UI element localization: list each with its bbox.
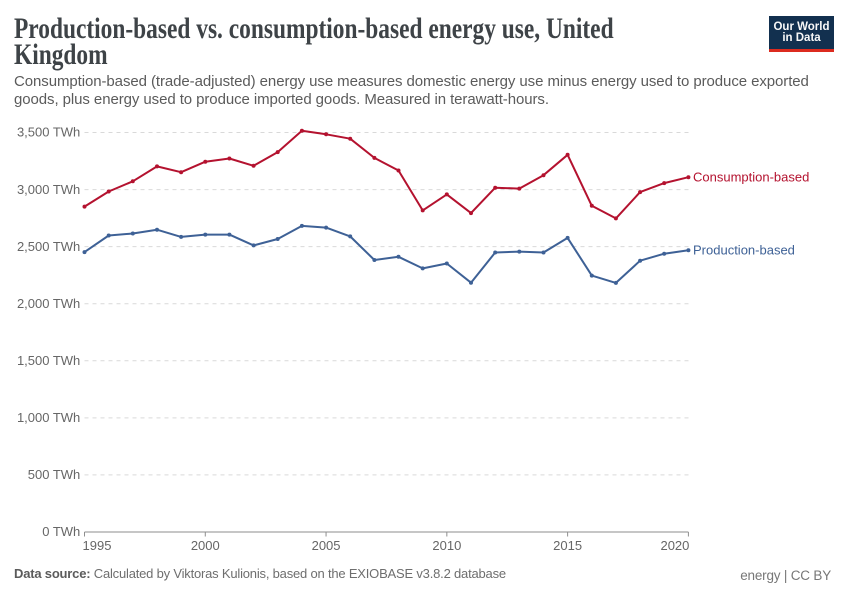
svg-text:2000: 2000	[191, 538, 220, 553]
svg-text:2020: 2020	[660, 538, 689, 553]
svg-text:2,000 TWh: 2,000 TWh	[17, 296, 80, 311]
svg-text:500 TWh: 500 TWh	[28, 467, 81, 482]
svg-text:1,500 TWh: 1,500 TWh	[17, 353, 80, 368]
svg-text:1,000 TWh: 1,000 TWh	[17, 410, 80, 425]
svg-text:1995: 1995	[83, 538, 112, 553]
svg-text:Production-based: Production-based	[693, 243, 795, 258]
svg-text:3,500 TWh: 3,500 TWh	[17, 125, 80, 140]
svg-text:2015: 2015	[553, 538, 582, 553]
svg-text:Consumption-based: Consumption-based	[693, 170, 809, 185]
svg-text:3,000 TWh: 3,000 TWh	[17, 182, 80, 197]
svg-text:2005: 2005	[312, 538, 341, 553]
svg-text:2010: 2010	[432, 538, 461, 553]
svg-text:2,500 TWh: 2,500 TWh	[17, 239, 80, 254]
svg-text:0 TWh: 0 TWh	[42, 524, 80, 539]
